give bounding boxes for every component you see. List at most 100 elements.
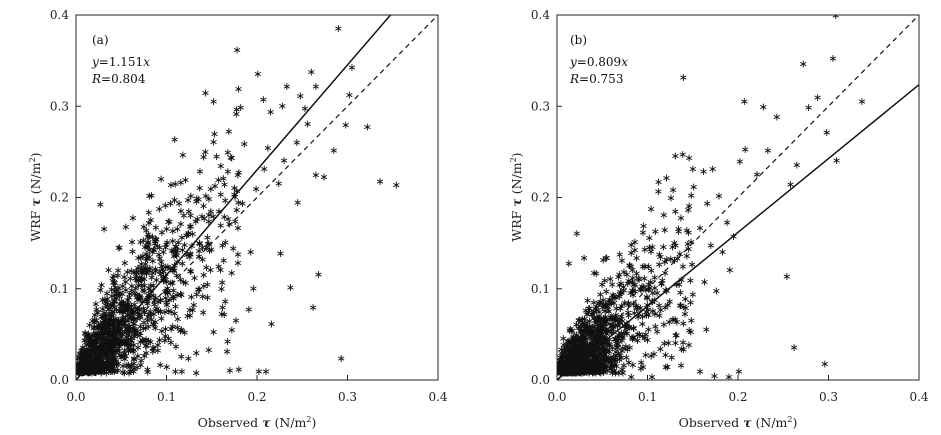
data-point: ∗ [564,344,573,357]
data-point: ∗ [609,319,618,332]
data-point: ∗ [563,359,572,372]
data-point: ∗ [609,351,618,364]
data-point: ∗ [559,352,568,365]
data-point: ∗ [627,370,636,383]
data-point: ∗ [560,358,569,371]
data-point: ∗ [580,318,589,331]
data-point: ∗ [109,276,118,289]
data-point: ∗ [120,344,129,357]
data-point: ∗ [152,233,161,246]
data-point: ∗ [178,149,187,162]
data-point: ∗ [553,358,562,371]
data-point: ∗ [627,246,636,259]
data-point: ∗ [578,335,587,348]
data-point: ∗ [564,360,573,373]
data-point: ∗ [570,362,579,375]
data-point: ∗ [198,290,207,303]
data-point: ∗ [674,222,683,235]
data-point: ∗ [596,360,605,373]
data-point: ∗ [128,322,137,335]
data-point: ∗ [84,327,93,340]
data-point: ∗ [91,355,100,368]
data-point: ∗ [610,351,619,364]
data-point: ∗ [604,305,613,318]
data-point: ∗ [710,369,719,382]
data-point: ∗ [627,331,636,344]
data-point: ∗ [129,317,138,330]
data-point: ∗ [105,307,114,320]
data-point: ∗ [79,359,88,372]
data-point: ∗ [645,282,654,295]
data-point: ∗ [96,362,105,375]
data-point: ∗ [588,366,597,379]
data-point: ∗ [97,365,106,378]
data-point: ∗ [216,160,225,173]
data-point: ∗ [199,279,208,292]
data-point: ∗ [83,354,92,367]
data-point: ∗ [127,334,136,347]
data-point: ∗ [568,344,577,357]
data-point: ∗ [597,334,606,347]
data-point: ∗ [103,293,112,306]
data-point: ∗ [612,341,621,354]
data-point: ∗ [624,321,633,334]
data-point: ∗ [307,66,316,79]
data-point: ∗ [123,338,132,351]
data-point: ∗ [594,350,603,363]
data-point: ∗ [656,251,665,264]
data-point: ∗ [86,346,95,359]
data-point: ∗ [141,340,150,353]
data-point: ∗ [554,356,563,369]
data-point: ∗ [134,279,143,292]
data-point: ∗ [151,322,160,335]
data-point: ∗ [124,366,133,379]
data-point: ∗ [135,272,144,285]
data-point: ∗ [95,348,104,361]
data-point: ∗ [584,361,593,374]
data-point: ∗ [115,290,124,303]
data-point: ∗ [575,365,584,378]
data-point: ∗ [132,269,141,282]
data-point: ∗ [616,316,625,329]
data-point: ∗ [594,297,603,310]
data-point: ∗ [560,349,569,362]
data-point: ∗ [104,355,113,368]
data-point: ∗ [110,330,119,343]
data-point: ∗ [593,357,602,370]
data-point: ∗ [74,362,83,375]
data-point: ∗ [624,298,633,311]
data-point: ∗ [76,357,85,370]
data-point: ∗ [591,302,600,315]
data-point: ∗ [88,336,97,349]
data-point: ∗ [703,197,712,210]
data-point: ∗ [127,235,136,248]
data-point: ∗ [580,318,589,331]
data-point: ∗ [681,292,690,305]
data-point: ∗ [622,321,631,334]
data-point: ∗ [632,299,641,312]
data-point: ∗ [584,365,593,378]
data-point: ∗ [148,246,157,259]
data-point: ∗ [557,359,566,372]
data-point: ∗ [106,365,115,378]
data-point: ∗ [577,334,586,347]
data-point: ∗ [576,359,585,372]
data-point: ∗ [568,340,577,353]
data-point: ∗ [578,363,587,376]
data-point: ∗ [600,300,609,313]
data-point: ∗ [633,311,642,324]
data-point: ∗ [601,345,610,358]
data-point: ∗ [599,317,608,330]
data-point: ∗ [96,338,105,351]
data-point: ∗ [104,322,113,335]
data-point: ∗ [597,363,606,376]
data-point: ∗ [555,365,564,378]
data-point: ∗ [579,357,588,370]
data-point: ∗ [664,336,673,349]
data-point: ∗ [100,331,109,344]
data-point: ∗ [113,318,122,331]
data-point: ∗ [89,347,98,360]
data-point: ∗ [90,338,99,351]
data-point: ∗ [628,284,637,297]
data-point: ∗ [556,361,565,374]
